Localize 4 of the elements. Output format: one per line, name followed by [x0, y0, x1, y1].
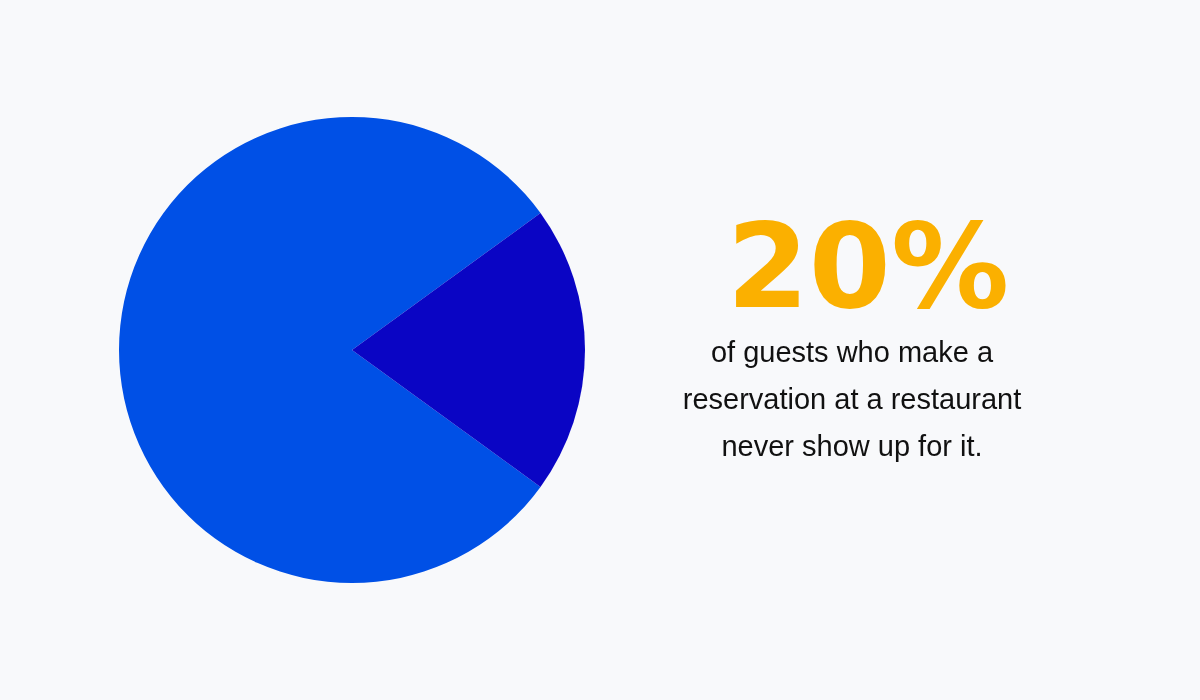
- text: of guests who make a reservation at a restaurant never show up for it.: [682, 336, 1022, 462]
- pie-slice: [119, 117, 541, 583]
- text: 20%: [726, 197, 1010, 335]
- pie-slice: [352, 213, 585, 487]
